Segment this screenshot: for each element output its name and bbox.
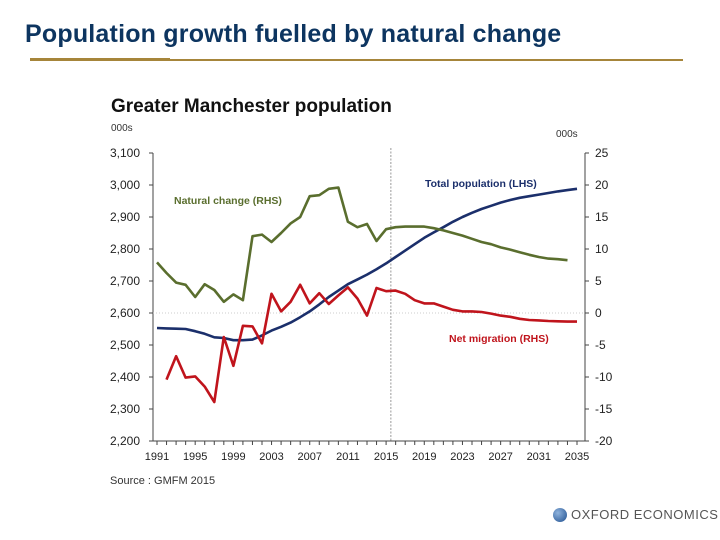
right-tick-label: 25	[595, 146, 609, 160]
title-underline-accent	[30, 58, 170, 61]
chart-source: Source : GMFM 2015	[110, 475, 215, 487]
x-tick-label: 2011	[336, 451, 360, 463]
logo-text: OXFORD ECONOMICS	[571, 507, 719, 522]
right-tick-label: 10	[595, 242, 609, 256]
x-tick-label: 1999	[221, 451, 245, 463]
series-line-total-population-lhs	[156, 187, 578, 342]
right-tick-label: -10	[595, 370, 613, 384]
right-tick-label: 15	[595, 210, 609, 224]
x-tick-label: 1991	[145, 451, 169, 463]
x-tick-label: 2015	[374, 451, 398, 463]
x-tick-label: 2023	[450, 451, 474, 463]
right-tick-label: 0	[595, 306, 602, 320]
left-axis-unit: 000s	[111, 123, 133, 134]
left-tick-label: 2,800	[110, 242, 140, 256]
x-tick-label: 2003	[259, 451, 283, 463]
right-tick-label: -20	[595, 434, 613, 448]
x-tick-label: 2027	[488, 451, 512, 463]
x-tick-label: 2019	[412, 451, 436, 463]
left-tick-label: 3,000	[110, 178, 140, 192]
series-line-net-migration-rhs	[165, 283, 577, 404]
x-tick-label: 2035	[565, 451, 589, 463]
left-tick-label: 2,900	[110, 210, 140, 224]
legend-total-population: Total population (LHS)	[425, 178, 537, 190]
legend-natural-change: Natural change (RHS)	[174, 195, 282, 207]
left-tick-label: 2,200	[110, 434, 140, 448]
title-underline	[30, 59, 683, 61]
oxford-economics-logo: OXFORD ECONOMICS	[553, 507, 718, 522]
left-tick-label: 2,300	[110, 402, 140, 416]
series-line-natural-change-rhs	[156, 186, 568, 304]
right-axis-unit: 000s	[556, 129, 578, 140]
left-tick-label: 2,500	[110, 338, 140, 352]
right-tick-label: -5	[595, 338, 606, 352]
globe-icon	[553, 507, 567, 522]
legend-net-migration: Net migration (RHS)	[449, 333, 549, 345]
left-tick-label: 2,400	[110, 370, 140, 384]
chart-title: Greater Manchester population	[111, 96, 392, 117]
left-tick-label: 2,600	[110, 306, 140, 320]
x-tick-label: 2031	[527, 451, 551, 463]
right-tick-label: 5	[595, 274, 602, 288]
right-tick-label: 20	[595, 178, 609, 192]
left-tick-label: 3,100	[110, 146, 140, 160]
x-tick-label: 2007	[297, 451, 321, 463]
right-tick-label: -15	[595, 402, 613, 416]
left-tick-label: 2,700	[110, 274, 140, 288]
slide-title: Population growth fuelled by natural cha…	[25, 20, 562, 48]
x-tick-label: 1995	[183, 451, 207, 463]
